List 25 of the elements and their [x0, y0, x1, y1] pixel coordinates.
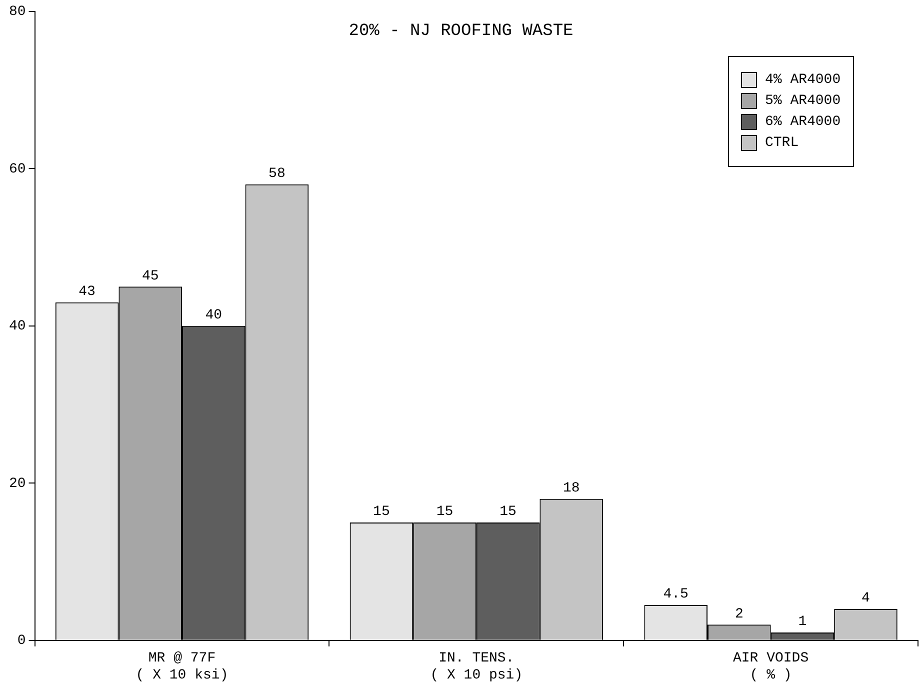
data-label: 15: [373, 504, 390, 520]
data-label: 4.5: [663, 586, 688, 603]
y-tick-label: 80: [8, 4, 26, 20]
data-label: 58: [268, 166, 286, 182]
data-label: 2: [734, 606, 744, 622]
data-label: 15: [500, 504, 516, 520]
y-tick-label: 0: [17, 633, 26, 650]
data-label: 4: [862, 590, 870, 607]
data-label: 43: [78, 284, 96, 300]
legend-label: CTRL: [765, 135, 799, 152]
data-label: 45: [142, 268, 159, 284]
x-tick-label: MR @ 77F ( X 10 ksi): [136, 650, 228, 684]
data-label: 1: [798, 614, 807, 630]
x-tick-label: IN. TENS. ( X 10 psi): [430, 650, 523, 684]
legend-label: 6% AR4000: [765, 114, 841, 130]
x-tick-label: AIR VOIDS ( % ): [732, 650, 809, 684]
data-label: 18: [562, 480, 580, 497]
data-label: 15: [436, 504, 454, 520]
legend-label: 5% AR4000: [765, 93, 841, 110]
data-label: 40: [205, 308, 222, 324]
legend-label: 4% AR4000: [765, 72, 841, 88]
y-tick-label: 40: [8, 318, 26, 335]
text: 20% - NJ ROOFING WASTE: [348, 22, 574, 41]
y-tick-label: 20: [8, 476, 26, 492]
y-tick-label: 60: [8, 161, 26, 178]
